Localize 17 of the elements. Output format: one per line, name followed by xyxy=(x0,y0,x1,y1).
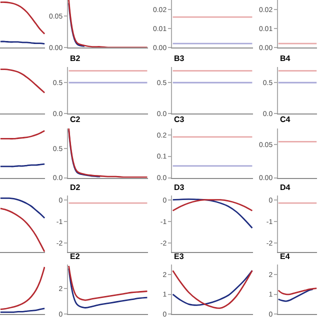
chart-title: C3 xyxy=(174,115,185,124)
chart-title: B2 xyxy=(70,54,81,63)
line-series xyxy=(68,265,148,301)
chart-title: B4 xyxy=(280,54,291,63)
chart-title: E2 xyxy=(70,252,80,261)
chart-title: D2 xyxy=(70,183,81,192)
line-series xyxy=(68,268,148,308)
chart-title: B3 xyxy=(174,54,185,63)
line-series xyxy=(172,199,253,212)
line-series xyxy=(172,198,253,229)
chart-title: E3 xyxy=(174,252,184,261)
chart-title: C2 xyxy=(70,115,81,124)
chart-title: D4 xyxy=(280,183,291,192)
chart-title: C4 xyxy=(280,115,291,124)
chart-title: D3 xyxy=(174,183,185,192)
chart-title: E4 xyxy=(280,252,290,261)
line-series xyxy=(278,288,314,302)
